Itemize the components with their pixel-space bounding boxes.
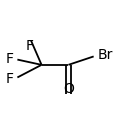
Text: F: F: [6, 72, 14, 86]
Text: F: F: [26, 39, 34, 53]
Text: O: O: [63, 82, 74, 96]
Text: F: F: [6, 52, 14, 66]
Text: Br: Br: [98, 48, 113, 63]
